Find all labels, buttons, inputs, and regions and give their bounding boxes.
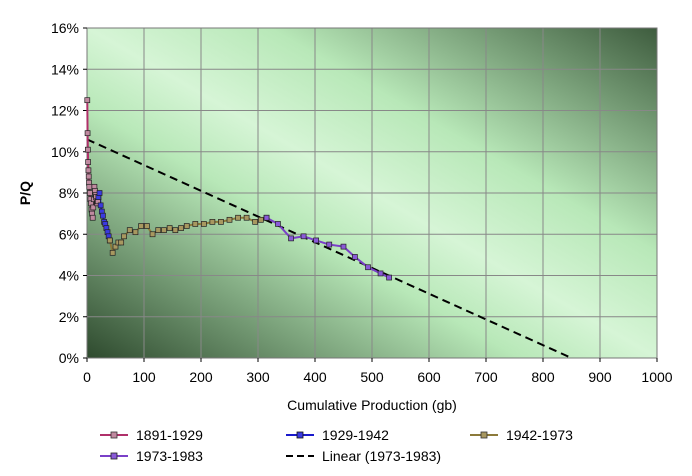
data-point-1891-1929 xyxy=(85,159,91,165)
y-tick-label: 8% xyxy=(59,185,79,201)
gridlines xyxy=(87,28,657,358)
data-point-1891-1929 xyxy=(84,130,91,137)
x-axis-title: Cumulative Production (gb) xyxy=(287,397,457,413)
data-point-1891-1929 xyxy=(86,183,93,190)
data-point-1942-1973 xyxy=(118,239,125,246)
data-point-1942-1973 xyxy=(243,214,250,221)
y-tick-label: 14% xyxy=(51,61,79,77)
x-tick-label: 0 xyxy=(83,369,91,385)
x-tick-label: 300 xyxy=(246,369,270,385)
x-tick-label: 600 xyxy=(417,369,441,385)
x-tick-label: 200 xyxy=(189,369,213,385)
x-tick-label: 800 xyxy=(531,369,555,385)
data-point-1891-1929 xyxy=(84,97,91,104)
data-point-1942-1973 xyxy=(258,216,264,223)
legend-marker-1891-1929 xyxy=(110,431,118,439)
x-tick-label: 400 xyxy=(303,369,327,385)
y-tick-label: 12% xyxy=(51,103,79,119)
legend-item-linear-trend: Linear (1973-1983) xyxy=(286,448,441,464)
trendline-linear xyxy=(86,138,572,359)
data-point-1942-1973 xyxy=(235,214,241,221)
data-point-1942-1973 xyxy=(155,227,162,233)
data-point-1942-1973 xyxy=(192,221,199,227)
data-point-1942-1973 xyxy=(166,225,173,231)
data-point-1942-1973 xyxy=(144,223,150,229)
legend-item-1973-1983: 1973-1983 xyxy=(100,448,203,464)
data-point-1973-1983 xyxy=(340,243,347,250)
legend-marker-1942-1973 xyxy=(480,431,488,439)
data-point-1973-1983 xyxy=(386,274,392,281)
data-point-1942-1973 xyxy=(172,227,179,233)
data-point-1891-1929 xyxy=(86,190,93,196)
legend-label-1973-1983: 1973-1983 xyxy=(136,448,203,464)
legend-item-1891-1929: 1891-1929 xyxy=(100,427,203,443)
data-series xyxy=(84,97,572,359)
data-point-1973-1983 xyxy=(377,270,384,277)
legend: 1891-1929 1929-1942 1942-1973 1973-1983 … xyxy=(100,427,573,464)
x-tick-label: 1000 xyxy=(641,369,672,385)
data-point-1942-1973 xyxy=(252,219,258,225)
x-tick-label: 100 xyxy=(132,369,156,385)
data-point-1891-1929 xyxy=(85,173,92,180)
data-point-1891-1929 xyxy=(85,146,91,153)
data-point-1973-1983 xyxy=(300,233,307,240)
x-tick-label: 700 xyxy=(474,369,498,385)
legend-marker-1929-1942 xyxy=(296,431,304,439)
y-tick-label: 4% xyxy=(59,268,79,284)
data-point-1942-1973 xyxy=(183,223,190,229)
data-point-1942-1973 xyxy=(121,233,127,240)
legend-marker-1973-1983 xyxy=(110,452,118,460)
data-point-1891-1929 xyxy=(89,214,96,221)
data-point-1942-1973 xyxy=(218,219,224,225)
data-point-1973-1983 xyxy=(313,237,319,244)
y-tick-label: 10% xyxy=(51,144,79,160)
data-point-1973-1983 xyxy=(288,235,294,242)
legend-label-1929-1942: 1929-1942 xyxy=(322,427,389,443)
x-tick-label: 900 xyxy=(588,369,612,385)
legend-item-1929-1942: 1929-1942 xyxy=(286,427,389,443)
y-tick-label: 2% xyxy=(59,309,79,325)
data-point-1942-1973 xyxy=(209,219,216,225)
data-point-1942-1973 xyxy=(132,229,139,236)
data-point-1973-1983 xyxy=(365,264,371,271)
data-point-1973-1983 xyxy=(326,241,333,248)
legend-item-1942-1973: 1942-1973 xyxy=(470,427,573,443)
data-point-1942-1973 xyxy=(109,249,116,256)
data-point-1973-1983 xyxy=(352,254,358,260)
data-point-1942-1973 xyxy=(201,221,207,227)
data-point-1891-1929 xyxy=(85,167,92,174)
legend-label-1942-1973: 1942-1973 xyxy=(506,427,573,443)
legend-label-1891-1929: 1891-1929 xyxy=(136,427,203,443)
data-point-1929-1942 xyxy=(97,202,104,209)
y-tick-label: 0% xyxy=(59,350,79,366)
data-point-1942-1973 xyxy=(138,223,144,229)
legend-label-linear-trend: Linear (1973-1983) xyxy=(322,448,441,464)
data-point-1973-1983 xyxy=(263,214,270,221)
y-axis-ticks: 0% 2% 4% 6% 8% 10% 12% 14% 16% xyxy=(51,20,87,366)
data-point-1942-1973 xyxy=(161,227,167,233)
data-point-1891-1929 xyxy=(90,204,97,211)
data-point-1929-1942 xyxy=(100,212,106,219)
y-axis-title: P/Q xyxy=(17,181,33,205)
data-point-1942-1973 xyxy=(106,237,113,244)
x-tick-label: 500 xyxy=(360,369,384,385)
data-point-1942-1973 xyxy=(149,231,156,238)
x-axis-ticks: 0 100 200 300 400 500 600 700 800 900 1000 xyxy=(83,358,673,385)
data-point-1942-1973 xyxy=(178,225,184,231)
data-point-1973-1983 xyxy=(275,221,281,227)
data-point-1942-1973 xyxy=(226,216,233,223)
data-point-1942-1973 xyxy=(126,227,133,233)
y-tick-label: 16% xyxy=(51,20,79,36)
y-tick-label: 6% xyxy=(59,226,79,242)
data-point-1929-1942 xyxy=(96,190,103,196)
